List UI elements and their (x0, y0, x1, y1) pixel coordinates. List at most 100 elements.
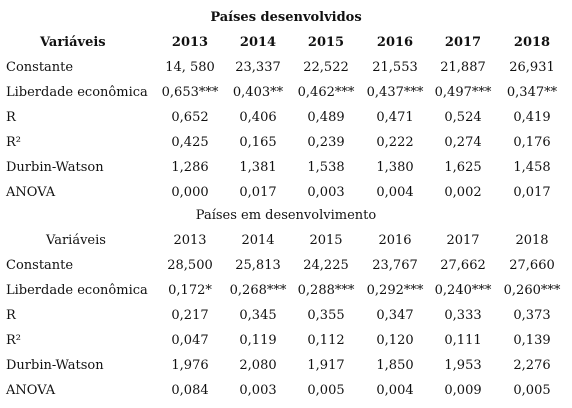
header-cell: 2015 (309, 233, 343, 248)
cell: 21,553 (372, 60, 418, 75)
row-label: Liberdade econômica (6, 283, 148, 298)
cell: 0,268*** (229, 283, 287, 298)
cell: 0,120 (376, 333, 414, 348)
cell: 0,112 (307, 333, 345, 348)
row-label: ANOVA (6, 383, 56, 398)
header-cell: 2016 (378, 233, 412, 248)
cell: 28,500 (167, 258, 213, 273)
cell: 0,005 (307, 383, 345, 398)
cell: 0,462*** (297, 85, 355, 100)
cell: 0,240*** (434, 283, 492, 298)
section-title: Países em desenvolvimento (195, 208, 377, 223)
header-cell: 2014 (241, 233, 275, 248)
cell: 26,931 (509, 60, 555, 75)
cell: 27,662 (440, 258, 486, 273)
cell: 2,080 (239, 358, 277, 373)
cell: 1,850 (376, 358, 414, 373)
cell: 0,002 (444, 185, 482, 200)
cell: 0,333 (444, 308, 482, 323)
cell: 0,355 (307, 308, 345, 323)
cell: 0,437*** (366, 85, 424, 100)
cell: 0,139 (513, 333, 551, 348)
cell: 0,345 (239, 308, 277, 323)
cell: 0,222 (376, 135, 414, 150)
cell: 1,917 (307, 358, 345, 373)
cell: 0,119 (239, 333, 277, 348)
cell: 0,017 (513, 185, 551, 200)
cell: 0,288*** (297, 283, 355, 298)
cell: 0,489 (307, 110, 345, 125)
row-label: ANOVA (6, 185, 56, 200)
cell: 1,380 (376, 160, 414, 175)
cell: 27,660 (509, 258, 555, 273)
cell: 0,239 (307, 135, 345, 150)
cell: 0,373 (513, 308, 551, 323)
cell: 0,274 (444, 135, 482, 150)
cell: 0,292*** (366, 283, 424, 298)
header-cell: 2015 (307, 35, 345, 50)
cell: 0,003 (239, 383, 277, 398)
header-cell: 2018 (515, 233, 549, 248)
cell: 1,381 (239, 160, 277, 175)
cell: 1,976 (171, 358, 209, 373)
cell: 0,003 (307, 185, 345, 200)
row-label: R (6, 110, 16, 125)
cell: 0,084 (171, 383, 209, 398)
cell: 0,009 (444, 383, 482, 398)
row-label: R² (6, 333, 21, 348)
cell: 0,165 (239, 135, 277, 150)
cell: 0,419 (513, 110, 551, 125)
cell: 22,522 (303, 60, 349, 75)
row-label: Durbin-Watson (6, 358, 104, 373)
cell: 1,953 (444, 358, 482, 373)
cell: 0,017 (239, 185, 277, 200)
cell: 1,458 (513, 160, 551, 175)
cell: 23,337 (235, 60, 281, 75)
cell: 0,497*** (434, 85, 492, 100)
cell: 2,276 (513, 358, 551, 373)
cell: 0,524 (444, 110, 482, 125)
cell: 23,767 (372, 258, 418, 273)
row-label: Constante (6, 258, 74, 273)
cell: 0,176 (513, 135, 551, 150)
cell: 21,887 (440, 60, 486, 75)
cell: 0,000 (171, 185, 209, 200)
header-cell: Variáveis (46, 233, 106, 248)
cell: 14, 580 (165, 60, 215, 75)
header-cell: 2014 (239, 35, 277, 50)
cell: 25,813 (235, 258, 281, 273)
cell: 0,347** (506, 85, 558, 100)
cell: 0,172* (168, 283, 212, 298)
cell: 0,471 (376, 110, 414, 125)
header-cell: 2017 (446, 233, 480, 248)
cell: 0,653*** (161, 85, 219, 100)
cell: 0,406 (239, 110, 277, 125)
cell: 0,005 (513, 383, 551, 398)
header-cell: Variáveis (40, 35, 106, 50)
cell: 0,425 (171, 135, 209, 150)
row-label: R² (6, 135, 21, 150)
header-cell: 2013 (173, 233, 207, 248)
cell: 0,652 (171, 110, 209, 125)
header-cell: 2013 (171, 35, 209, 50)
cell: 0,004 (376, 383, 414, 398)
cell: 0,217 (171, 308, 209, 323)
header-cell: 2016 (376, 35, 414, 50)
cell: 24,225 (303, 258, 349, 273)
row-label: R (6, 308, 16, 323)
header-cell: 2018 (513, 35, 551, 50)
row-label: Durbin-Watson (6, 160, 104, 175)
section-title: Países desenvolvidos (210, 10, 362, 25)
cell: 0,047 (171, 333, 209, 348)
row-label: Constante (6, 60, 74, 75)
cell: 0,004 (376, 185, 414, 200)
cell: 0,260*** (503, 283, 561, 298)
cell: 1,286 (171, 160, 209, 175)
header-cell: 2017 (444, 35, 482, 50)
cell: 0,111 (444, 333, 482, 348)
cell: 1,625 (444, 160, 482, 175)
cell: 0,403** (232, 85, 284, 100)
cell: 0,347 (376, 308, 414, 323)
cell: 1,538 (307, 160, 345, 175)
